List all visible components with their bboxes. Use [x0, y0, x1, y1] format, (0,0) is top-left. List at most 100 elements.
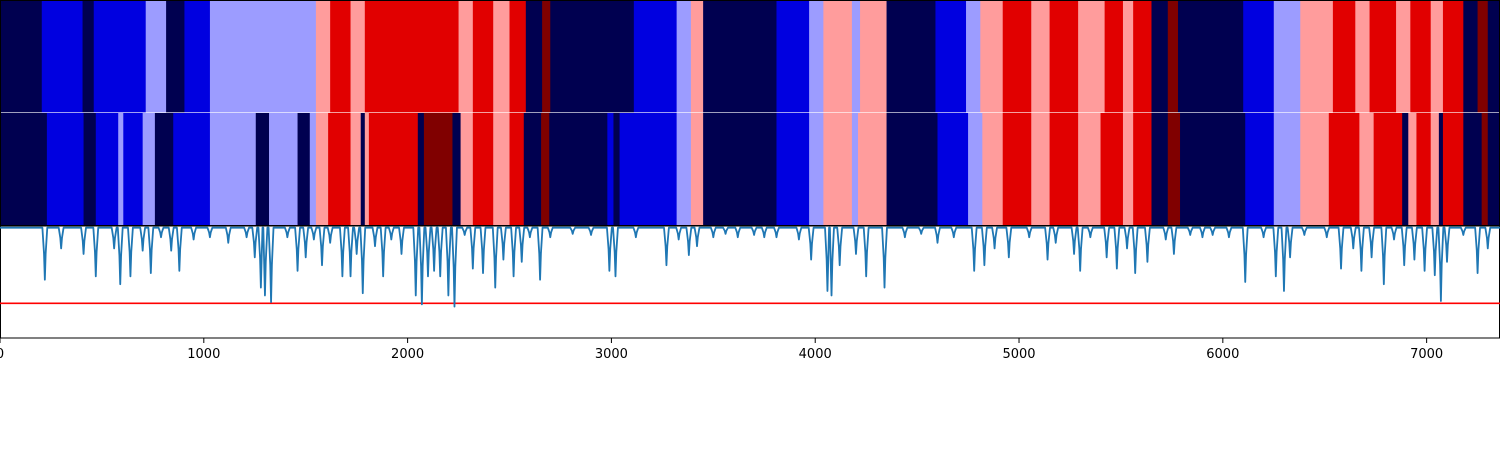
bottom-track-segment: [269, 113, 299, 226]
bottom-track-segment: [46, 113, 85, 226]
bottom-track-segment: [255, 113, 270, 226]
bottom-track-segment: [1151, 113, 1169, 226]
top-track-segment: [41, 0, 84, 113]
top-track-segment: [835, 0, 853, 113]
top-track-segment: [966, 0, 981, 113]
bottom-track-segment: [1300, 113, 1330, 226]
bottom-track-segment: [173, 113, 211, 226]
bottom-track-segment: [1133, 113, 1153, 226]
top-track-segment: [458, 0, 474, 113]
top-heat-track: [0, 0, 1500, 113]
top-track-segment: [776, 0, 810, 113]
bottom-track-segment: [1442, 113, 1464, 226]
top-track-segment: [1104, 0, 1124, 113]
line-panel: [0, 225, 1500, 339]
bottom-track-segment: [1402, 113, 1409, 226]
top-track-segment: [1122, 0, 1134, 113]
bottom-track-segment: [1359, 113, 1375, 226]
top-track-segment: [1167, 0, 1179, 113]
top-track-segment: [1396, 0, 1411, 113]
top-track-segment: [1442, 0, 1464, 113]
top-track-segment: [886, 0, 937, 113]
bottom-track-segment: [1328, 113, 1360, 226]
top-track-segment: [703, 0, 778, 113]
bottom-track-segment: [1049, 113, 1079, 226]
x-tick-label: 2000: [391, 347, 424, 362]
top-track-segment: [93, 0, 147, 113]
top-track-segment: [860, 0, 888, 113]
bottom-track-segment: [493, 113, 511, 226]
bottom-track-segment: [982, 113, 1004, 226]
top-track-segment: [542, 0, 551, 113]
bottom-track-segment: [142, 113, 156, 226]
x-tick-label: 5000: [1002, 347, 1035, 362]
bottom-track-segment: [690, 113, 704, 226]
bottom-track-segment: [613, 113, 621, 226]
top-track-segment: [851, 0, 861, 113]
top-track-segment: [330, 0, 352, 113]
top-track-segment: [823, 0, 837, 113]
line-panel-frame: [0, 225, 1500, 339]
top-track-segment: [1463, 0, 1479, 113]
bottom-track-segment: [523, 113, 542, 226]
bottom-track-segment: [703, 113, 778, 226]
bottom-track-segment: [297, 113, 311, 226]
top-track-segment: [935, 0, 967, 113]
bottom-track-segment: [509, 113, 525, 226]
top-track-segment: [1133, 0, 1153, 113]
x-tick-label: 6000: [1206, 347, 1239, 362]
bottom-track-segment: [417, 113, 425, 226]
top-track-segment: [350, 0, 366, 113]
top-track-segment: [1031, 0, 1051, 113]
top-track-segment: [1332, 0, 1356, 113]
bottom-track-segment: [858, 113, 888, 226]
bottom-track-segment: [368, 113, 419, 226]
bottom-track-segment: [1408, 113, 1418, 226]
bottom-track-segment: [1438, 113, 1444, 226]
top-track-segment: [676, 0, 692, 113]
bottom-track-segment: [1481, 113, 1489, 226]
bottom-track-segment: [1416, 113, 1432, 226]
x-tick-label: 1000: [187, 347, 220, 362]
top-track-segment: [472, 0, 494, 113]
top-track-segment: [690, 0, 704, 113]
x-tick-label: 0: [0, 347, 4, 362]
bottom-track-segment: [835, 113, 853, 226]
top-track-segment: [1078, 0, 1106, 113]
bottom-track-segment: [328, 113, 352, 226]
top-track-segment: [82, 0, 95, 113]
bottom-track-segment: [607, 113, 615, 226]
bottom-track-segment: [776, 113, 810, 226]
bottom-track-segment: [1180, 113, 1246, 226]
bottom-heat-track: [0, 113, 1500, 226]
bottom-track-segment: [1463, 113, 1483, 226]
bottom-track-segment: [1430, 113, 1440, 226]
bottom-track-segment: [1167, 113, 1181, 226]
bottom-track-segment: [1273, 113, 1287, 226]
bottom-track-segment: [472, 113, 494, 226]
top-track-segment: [209, 0, 317, 113]
bottom-track-segment: [309, 113, 317, 226]
top-track-segment: [1477, 0, 1489, 113]
bottom-track-segment: [1373, 113, 1403, 226]
bottom-track-segment: [937, 113, 969, 226]
bottom-track-segment: [154, 113, 174, 226]
bottom-track-segment: [350, 113, 362, 226]
top-track-segment: [1355, 0, 1371, 113]
bottom-track-segment: [83, 113, 97, 226]
top-track-segment: [980, 0, 1004, 113]
bottom-track-segment: [886, 113, 939, 226]
bottom-track-segment: [619, 113, 678, 226]
bottom-track-segment: [364, 113, 370, 226]
bottom-track-segment: [118, 113, 124, 226]
x-tick-label: 7000: [1410, 347, 1443, 362]
top-track-segment: [1002, 0, 1032, 113]
x-tick-label: 4000: [799, 347, 832, 362]
bottom-track-segment: [315, 113, 329, 226]
top-track-segment: [509, 0, 527, 113]
series-line: [0, 226, 1500, 308]
top-track-segment: [1273, 0, 1301, 113]
top-track-segment: [166, 0, 186, 113]
bottom-track-segment: [123, 113, 144, 226]
